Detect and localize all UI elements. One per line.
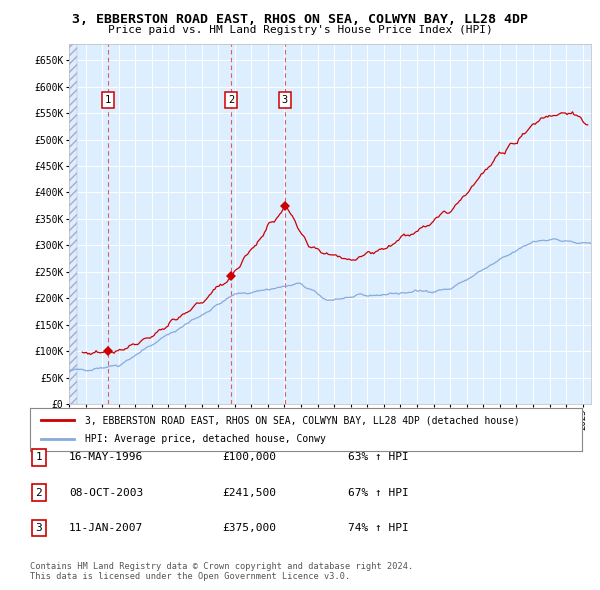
Text: HPI: Average price, detached house, Conwy: HPI: Average price, detached house, Conw… <box>85 434 326 444</box>
Text: 3: 3 <box>35 523 43 533</box>
Text: Contains HM Land Registry data © Crown copyright and database right 2024.
This d: Contains HM Land Registry data © Crown c… <box>30 562 413 581</box>
Text: 67% ↑ HPI: 67% ↑ HPI <box>348 488 409 497</box>
Text: 3, EBBERSTON ROAD EAST, RHOS ON SEA, COLWYN BAY, LL28 4DP: 3, EBBERSTON ROAD EAST, RHOS ON SEA, COL… <box>72 13 528 26</box>
Text: £375,000: £375,000 <box>222 523 276 533</box>
Text: 08-OCT-2003: 08-OCT-2003 <box>69 488 143 497</box>
Text: 63% ↑ HPI: 63% ↑ HPI <box>348 453 409 462</box>
Text: Price paid vs. HM Land Registry's House Price Index (HPI): Price paid vs. HM Land Registry's House … <box>107 25 493 35</box>
Text: 16-MAY-1996: 16-MAY-1996 <box>69 453 143 462</box>
Text: 74% ↑ HPI: 74% ↑ HPI <box>348 523 409 533</box>
Text: £241,500: £241,500 <box>222 488 276 497</box>
Text: 11-JAN-2007: 11-JAN-2007 <box>69 523 143 533</box>
Text: 2: 2 <box>228 95 234 105</box>
Text: 3, EBBERSTON ROAD EAST, RHOS ON SEA, COLWYN BAY, LL28 4DP (detached house): 3, EBBERSTON ROAD EAST, RHOS ON SEA, COL… <box>85 415 520 425</box>
Bar <box>69 44 77 404</box>
Text: 2: 2 <box>35 488 43 497</box>
Text: 1: 1 <box>105 95 112 105</box>
Text: 3: 3 <box>282 95 288 105</box>
Text: 1: 1 <box>35 453 43 462</box>
Text: £100,000: £100,000 <box>222 453 276 462</box>
